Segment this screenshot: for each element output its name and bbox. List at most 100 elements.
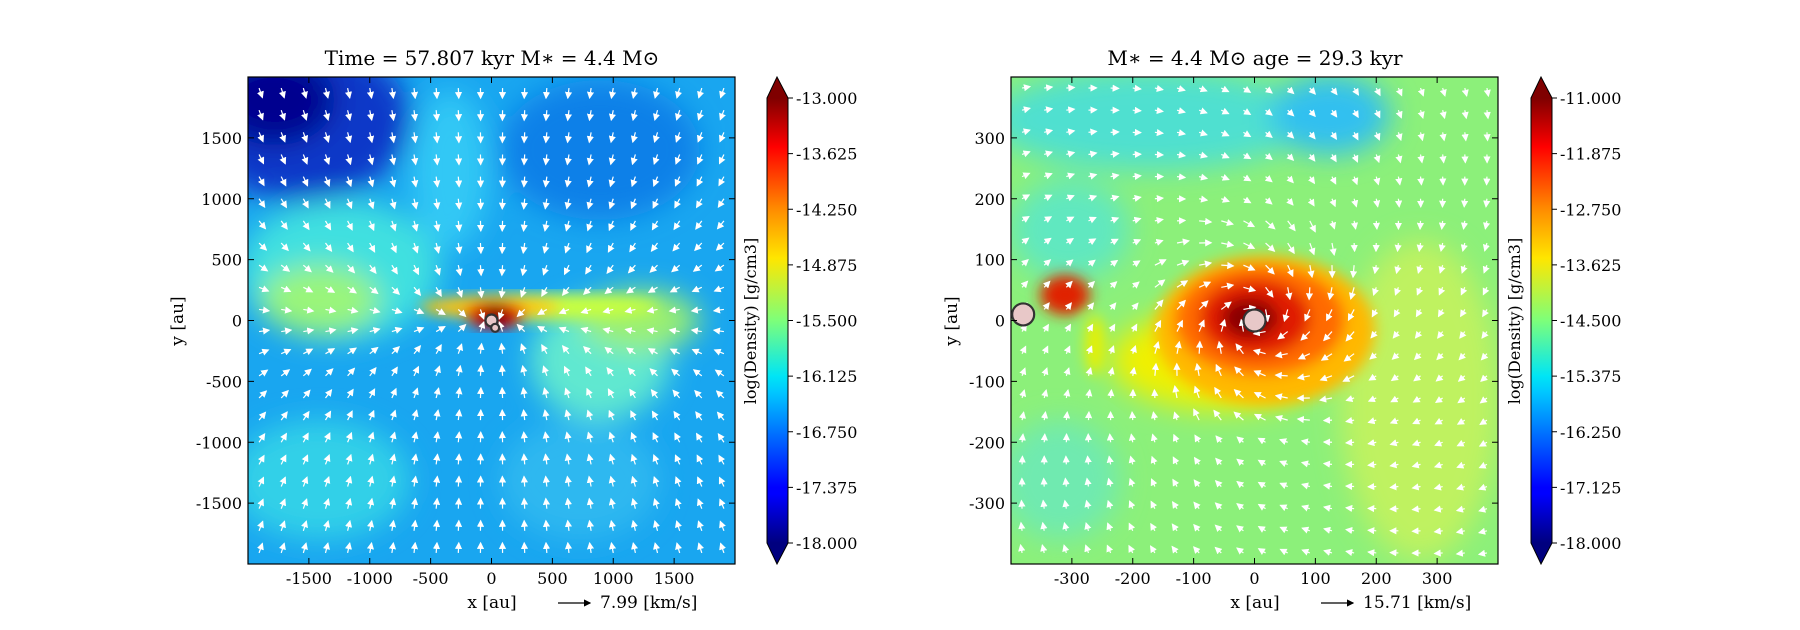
- left-velocity-arrow: [454, 497, 463, 509]
- right-velocity-arrow: [1265, 220, 1276, 230]
- left-velocity-arrow: [323, 497, 331, 509]
- left-velocity-arrow: [322, 542, 330, 554]
- left-velocity-arrow: [410, 541, 419, 554]
- left-velocity-arrow: [630, 475, 638, 487]
- right-velocity-arrow: [1221, 282, 1235, 290]
- left-velocity-key-label: 7.99 [km/s]: [600, 593, 697, 613]
- right-velocity-arrow: [1320, 353, 1333, 361]
- left-velocity-arrow: [389, 132, 397, 144]
- right-velocity-arrow: [1088, 238, 1097, 246]
- left-velocity-arrow: [520, 453, 528, 465]
- right-velocity-arrow: [1087, 259, 1096, 267]
- left-velocity-arrow: [325, 368, 334, 377]
- left-y-tick-label: 0: [232, 312, 242, 331]
- right-velocity-arrow: [1367, 549, 1377, 557]
- right-velocity-arrow: [1065, 280, 1073, 289]
- left-velocity-arrow: [714, 369, 725, 377]
- right-velocity-arrow: [1021, 237, 1030, 245]
- right-velocity-arrow: [1221, 196, 1230, 203]
- left-velocity-arrow: [585, 366, 593, 377]
- left-x-tick-label: 500: [537, 569, 568, 588]
- right-x-tick-label: 100: [1300, 569, 1331, 588]
- left-x-tick-label: 1000: [593, 569, 634, 588]
- left-x-tick-label: -1500: [286, 569, 332, 588]
- right-velocity-arrow: [1301, 548, 1311, 556]
- right-velocity-arrow: [1172, 411, 1180, 421]
- right-velocity-arrow: [1352, 87, 1360, 96]
- left-colorbar-tick-label: -16.750: [796, 423, 857, 442]
- right-velocity-arrow: [1459, 330, 1467, 339]
- right-colorbar-tick-label: -17.125: [1560, 478, 1621, 497]
- left-velocity-arrow: [389, 154, 397, 166]
- right-x-tick-label: 300: [1422, 569, 1453, 588]
- right-velocity-arrow: [1322, 460, 1333, 468]
- left-velocity-arrow: [411, 154, 419, 166]
- right-velocity-arrow: [1176, 299, 1186, 310]
- right-velocity-arrow: [1329, 154, 1337, 163]
- left-velocity-arrow: [456, 343, 464, 354]
- left-velocity-arrow: [411, 132, 419, 144]
- right-velocity-arrow: [1389, 417, 1399, 425]
- left-velocity-arrow: [542, 88, 551, 100]
- left-velocity-arrow: [580, 326, 592, 334]
- right-velocity-arrow: [1433, 505, 1443, 513]
- right-y-tick-label: -300: [969, 494, 1005, 513]
- right-velocity-arrow: [1064, 302, 1072, 311]
- left-velocity-arrow: [585, 264, 593, 275]
- left-velocity-arrow: [630, 410, 637, 421]
- left-velocity-arrow: [627, 264, 636, 274]
- left-velocity-arrow: [477, 287, 485, 299]
- left-velocity-arrow: [649, 368, 658, 377]
- left-velocity-arrow: [586, 110, 595, 122]
- right-velocity-arrow: [1128, 544, 1135, 554]
- right-velocity-arrow: [1193, 408, 1200, 421]
- left-velocity-arrow: [520, 220, 528, 233]
- right-velocity-arrow: [1287, 220, 1296, 232]
- left-velocity-arrow: [413, 307, 425, 315]
- right-velocity-arrow: [1021, 194, 1031, 201]
- left-velocity-arrow: [652, 432, 660, 443]
- left-velocity-arrow: [608, 409, 615, 421]
- left-velocity-arrow: [454, 110, 463, 122]
- left-velocity-arrow: [713, 285, 725, 293]
- left-velocity-arrow: [478, 320, 486, 332]
- right-velocity-arrow: [1040, 411, 1049, 421]
- left-velocity-arrow: [520, 132, 529, 144]
- right-velocity-arrow: [1044, 106, 1054, 114]
- right-velocity-arrow: [1483, 198, 1491, 208]
- left-velocity-arrow: [280, 411, 288, 421]
- left-velocity-arrow: [520, 386, 528, 399]
- right-velocity-arrow: [1436, 352, 1444, 361]
- right-velocity-arrow: [1308, 176, 1316, 185]
- right-velocity-arrow: [1236, 525, 1245, 533]
- left-velocity-arrow: [300, 542, 308, 554]
- left-velocity-arrow: [433, 475, 441, 487]
- left-velocity-arrow: [324, 220, 332, 231]
- right-velocity-arrow: [1221, 219, 1234, 226]
- left-velocity-arrow: [281, 306, 293, 314]
- right-velocity-arrow: [1040, 499, 1048, 509]
- left-velocity-arrow: [455, 453, 463, 465]
- right-velocity-arrow: [1323, 331, 1333, 342]
- right-velocity-arrow: [1279, 526, 1288, 534]
- right-velocity-arrow: [1368, 373, 1377, 381]
- right-velocity-arrow: [1085, 366, 1093, 377]
- left-velocity-arrow: [346, 220, 353, 231]
- right-velocity-arrow: [1345, 331, 1355, 342]
- right-velocity-arrow: [1063, 388, 1071, 399]
- right-velocity-arrow: [1391, 352, 1400, 360]
- right-velocity-arrow: [1279, 438, 1288, 445]
- left-velocity-arrow: [674, 154, 682, 165]
- left-velocity-arrow: [608, 497, 616, 509]
- left-velocity-arrow: [715, 390, 725, 399]
- right-velocity-arrow: [1252, 348, 1266, 356]
- left-velocity-arrow: [674, 498, 682, 509]
- right-velocity-arrow: [1044, 128, 1054, 136]
- left-velocity-arrow: [583, 345, 592, 355]
- right-velocity-arrow: [1347, 309, 1355, 322]
- right-velocity-arrow: [1345, 395, 1355, 403]
- right-velocity-arrow: [1460, 220, 1469, 230]
- left-velocity-arrow: [390, 387, 397, 399]
- left-velocity-arrow: [608, 176, 616, 188]
